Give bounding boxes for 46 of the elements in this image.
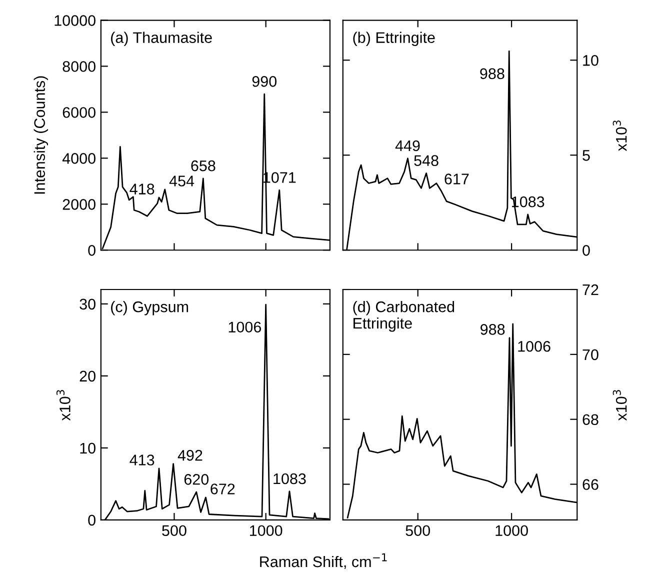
y-tick-label: 0 (582, 244, 590, 256)
annotation: 449 (395, 140, 420, 152)
x-tick-label: 500 (406, 525, 430, 536)
y-tick-label: 0 (88, 514, 96, 526)
x-tick-label: 1000 (496, 525, 528, 536)
y-tick-label: 30 (80, 298, 96, 310)
y-tick-label: 10 (583, 55, 598, 66)
y-tick-label: 66 (582, 479, 598, 490)
annotation: 672 (210, 484, 235, 494)
annotation: 620 (184, 474, 209, 485)
annotation: 548 (414, 155, 438, 166)
annotation: 617 (444, 174, 469, 184)
annotation: 418 (130, 184, 154, 194)
y-tick-label: 0 (88, 244, 96, 256)
annotation: 1006 (518, 340, 550, 352)
y-axis-title: Intensity (Counts) (34, 76, 48, 194)
y-tick-label: 5 (582, 150, 590, 161)
x-axis-title: Raman Shift, cm$^{−1}$ (260, 553, 387, 569)
text: (a) Thaumasite (111, 32, 212, 46)
y-tick-label: 68 (582, 414, 598, 426)
text: (b) Ettringite (353, 32, 435, 46)
y-tick-label: 70 (582, 349, 598, 360)
text: (c) Gypsum (111, 301, 188, 316)
annotation: 492 (178, 450, 202, 461)
annotation: 990 (252, 76, 277, 87)
x-tick-label: 1000 (250, 525, 282, 536)
y-tick-label: 4000 (62, 153, 96, 164)
x-tick-label: 500 (162, 525, 186, 536)
annotation: 1006 (228, 322, 262, 333)
annotation: 454 (169, 176, 194, 186)
annotation: 658 (191, 160, 216, 172)
y-tick-label: 72 (582, 284, 598, 296)
annotation: 988 (480, 324, 505, 335)
y-axis-title: x10$^{3}$ (612, 390, 627, 421)
y-axis-title: x10$^{3}$ (612, 120, 627, 152)
y-tick-label: 10 (80, 442, 96, 454)
annotation: 413 (130, 454, 154, 466)
y-tick-label: 8000 (62, 61, 96, 72)
y-tick-label: 10000 (54, 15, 96, 26)
y-tick-label: 2000 (62, 199, 96, 210)
y-tick-label: 6000 (62, 107, 96, 118)
annotation: 1083 (274, 473, 306, 484)
y-axis-title: x10$^{3}$ (56, 390, 70, 421)
text: (d) Carbonated Ettringite (353, 301, 454, 332)
annotation: 988 (480, 68, 504, 80)
y-tick-label: 20 (80, 370, 96, 382)
